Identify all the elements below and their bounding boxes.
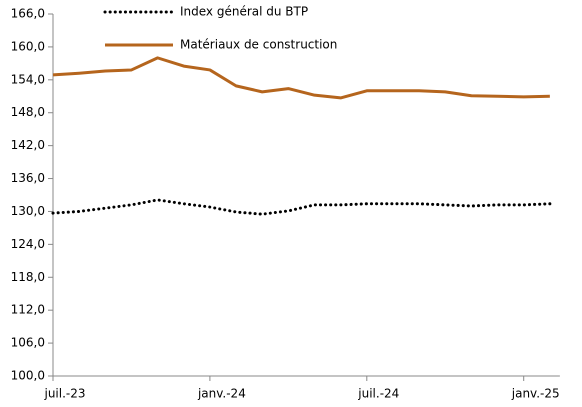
y-tick-label: 130,0	[11, 204, 45, 218]
series-line	[52, 56, 550, 100]
x-tick-label: janv.-25	[511, 387, 560, 401]
y-tick-label: 100,0	[11, 369, 45, 383]
y-tick-label: 154,0	[11, 72, 45, 86]
y-tick-label: 148,0	[11, 105, 45, 119]
y-tick-label: 118,0	[11, 270, 45, 284]
y-tick-label: 124,0	[11, 237, 45, 251]
y-tick-label: 136,0	[11, 171, 45, 185]
series-line	[51, 198, 552, 216]
legend-label: Matériaux de construction	[180, 38, 337, 52]
y-tick-label: 160,0	[11, 39, 45, 53]
y-tick-label: 106,0	[11, 336, 45, 350]
legend-label: Index général du BTP	[180, 5, 308, 19]
x-tick-label: janv.-24	[197, 387, 246, 401]
x-tick-label: juil.-24	[357, 387, 399, 401]
y-tick-label: 142,0	[11, 138, 45, 152]
y-tick-label: 112,0	[11, 303, 45, 317]
x-tick-label: juil.-23	[43, 387, 85, 401]
y-tick-label: 166,0	[11, 7, 45, 21]
